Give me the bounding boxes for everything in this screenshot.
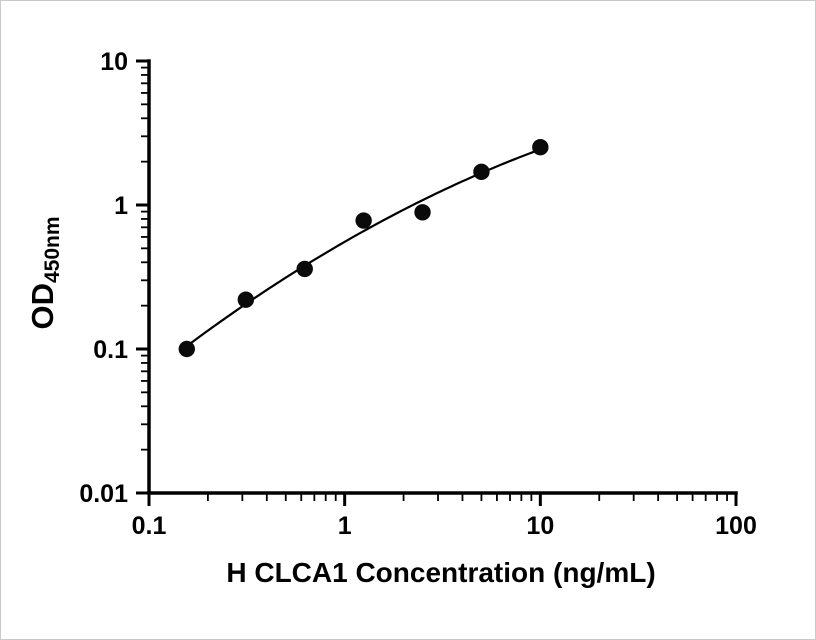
x-tick-label: 100 [715, 512, 757, 540]
y-tick-label: 1 [114, 192, 128, 220]
y-tick-label: 0.1 [93, 336, 128, 364]
fit-line [183, 148, 541, 350]
data-point [355, 212, 372, 229]
x-tick-label: 1 [338, 512, 352, 540]
x-tick-label: 10 [526, 512, 554, 540]
y-tick-label: 0.01 [79, 480, 128, 508]
axis-lines [147, 59, 738, 495]
y-axis-label-subscript: 450nm [41, 216, 64, 284]
data-point [414, 204, 431, 221]
data-point [532, 138, 549, 156]
data-point [473, 163, 490, 181]
y-axis-label-main: OD [25, 283, 60, 330]
x-tick-label: 0.1 [132, 512, 167, 540]
y-tick-label: 10 [100, 48, 128, 76]
data-point [178, 340, 195, 358]
data-point [296, 260, 313, 278]
data-point [237, 291, 255, 308]
x-axis-label: H CLCA1 Concentration (ng/mL) [226, 557, 656, 588]
y-axis-label: OD450nm [19, 166, 67, 380]
